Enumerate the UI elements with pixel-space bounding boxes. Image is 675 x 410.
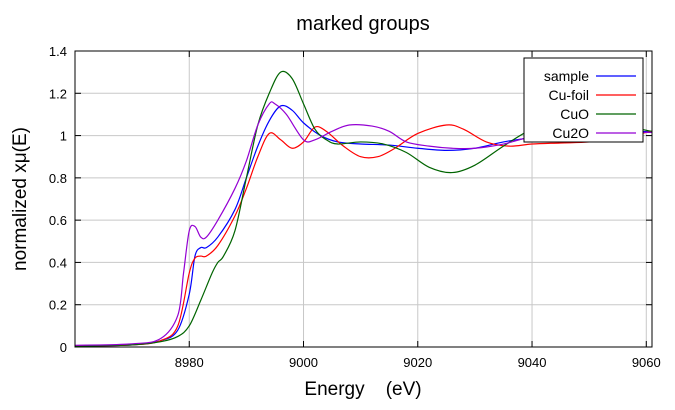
x-axis-label: Energy (eV): [304, 379, 421, 400]
x-tick-label: 9060: [632, 355, 661, 370]
series-line-cu2o: [74, 101, 652, 346]
legend: sample Cu-foil CuO Cu2O: [523, 57, 644, 143]
series-line-cu-foil: [74, 124, 653, 347]
legend-label: Cu-foil: [549, 87, 589, 103]
y-tick-label: 1.4: [49, 44, 67, 59]
x-tick-label: 9000: [289, 355, 318, 370]
x-tick-label: 9040: [518, 355, 547, 370]
y-tick-label: 0.4: [49, 255, 67, 270]
y-tick-label: 0.8: [49, 171, 67, 186]
y-axis-label: normalized xμ(E): [10, 127, 31, 271]
y-tick-label: 0.2: [49, 298, 67, 313]
plot-frame: [74, 50, 653, 348]
chart-title: marked groups: [296, 13, 429, 35]
y-tick-label: 1.2: [49, 86, 67, 101]
x-tick-label: 9020: [403, 355, 432, 370]
y-tick-label: 0: [60, 340, 67, 355]
series-line-cuo: [74, 70, 653, 347]
y-tick-label: 1: [60, 129, 67, 144]
y-tick-label: 0.6: [49, 213, 67, 228]
legend-box: [523, 57, 644, 143]
legend-label: sample: [544, 68, 589, 84]
legend-label: Cu2O: [552, 125, 589, 141]
legend-label: CuO: [560, 106, 589, 122]
x-tick-label: 8980: [175, 355, 204, 370]
